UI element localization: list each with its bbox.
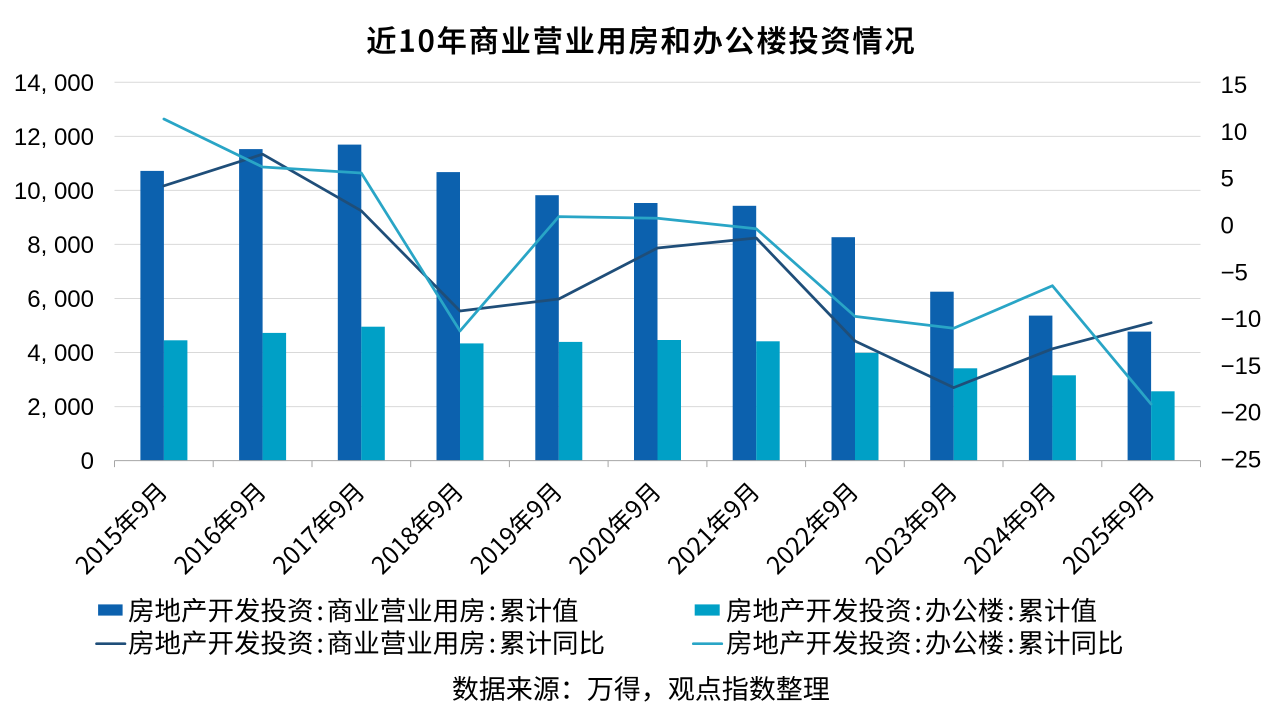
svg-text:−10: −10: [1221, 306, 1262, 333]
svg-text:−5: −5: [1221, 259, 1248, 286]
svg-text:10, 000: 10, 000: [14, 178, 94, 205]
svg-text:0: 0: [1221, 213, 1234, 240]
svg-text:14, 000: 14, 000: [14, 70, 94, 97]
svg-text:2, 000: 2, 000: [27, 394, 94, 421]
svg-text:8, 000: 8, 000: [27, 232, 94, 259]
svg-text:15: 15: [1221, 72, 1248, 99]
svg-text:10: 10: [1221, 119, 1248, 146]
svg-text:12, 000: 12, 000: [14, 124, 94, 151]
svg-text:−15: −15: [1221, 353, 1262, 380]
svg-text:6, 000: 6, 000: [27, 286, 94, 313]
svg-text:−20: −20: [1221, 400, 1262, 427]
svg-text:−25: −25: [1221, 446, 1262, 473]
svg-text:0: 0: [81, 448, 94, 475]
svg-text:4, 000: 4, 000: [27, 340, 94, 367]
svg-text:5: 5: [1221, 166, 1234, 193]
